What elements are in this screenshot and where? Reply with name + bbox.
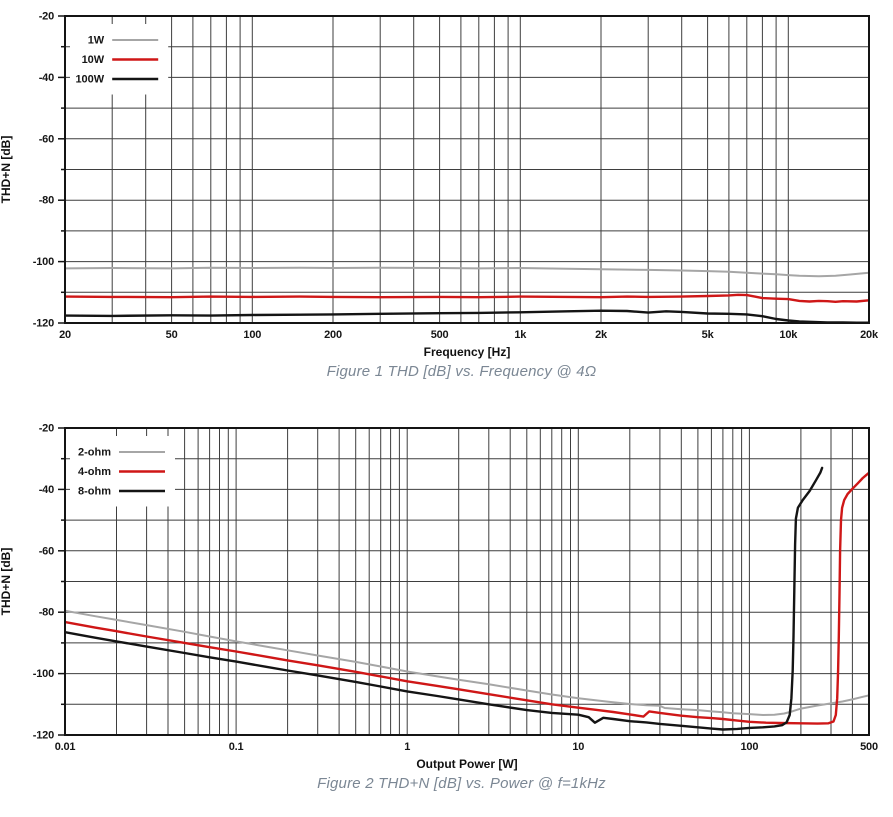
x-tick-label: 50 [166,329,178,341]
x-tick-label: 5k [702,329,715,341]
x-tick-label: 10 [572,741,584,753]
x-tick-label: 500 [860,741,878,753]
legend: 1W 10W 100W [70,24,169,95]
y-axis-title: THD+N [dB] [0,136,13,204]
figure-2: -20 -40 -60 -80 -100 -120 0.01 0.1 1 10 100 500 THD+… [0,412,893,794]
y-tick-label: -120 [33,318,54,330]
y-tick-labels: -20 -40 -60 -80 -100 -120 [33,423,54,742]
series-line-1W [65,266,869,278]
y-tick-label: -80 [39,195,54,207]
y-tick-label: -100 [33,668,54,680]
page: -20 -40 -60 -80 -100 -120 20 50 100 200 500 1k 2k 5k 1… [0,0,893,794]
y-tick-label: -20 [39,11,54,23]
y-ticks [58,427,64,736]
series-line-8-ohm [65,466,824,731]
plot-frame [64,427,870,736]
plot-frame [64,15,870,324]
series-line-100W [65,309,869,323]
x-tick-label: 20 [59,329,71,341]
y-tick-labels: -20 -40 -60 -80 -100 -120 [33,11,54,330]
legend-label-100W: 100W [75,74,104,86]
x-tick-labels: 20 50 100 200 500 1k 2k 5k 10k 20k [59,329,879,341]
x-tick-labels: 0.01 0.1 1 10 100 500 [55,741,878,753]
figure-1-caption: Figure 1 THD [dB] vs. Frequency @ 4Ω [326,363,597,380]
y-tick-label: -20 [39,423,54,435]
y-tick-label: -40 [39,484,54,496]
y-tick-label: -80 [39,607,54,619]
legend-label-2-ohm: 2-ohm [78,447,111,459]
x-tick-label: 1 [404,741,410,753]
x-axis-title: Frequency [Hz] [424,345,511,359]
x-tick-label: 100 [741,741,759,753]
series-line-2-ohm [65,609,869,716]
figure-1: -20 -40 -60 -80 -100 -120 20 50 100 200 500 1k 2k 5k 1… [0,0,893,382]
thd-vs-frequency-chart: -20 -40 -60 -80 -100 -120 20 50 100 200 500 1k 2k 5k 1… [0,11,879,360]
x-tick-label: 2k [595,329,608,341]
x-tick-label: 1k [514,329,527,341]
y-tick-label: -120 [33,730,54,742]
series-group [65,266,869,323]
y-tick-label: -100 [33,256,54,268]
grid [65,16,869,323]
y-tick-label: -60 [39,545,54,557]
y-axis-title: THD+N [dB] [0,548,13,616]
x-tick-label: 200 [324,329,342,341]
series-group [65,466,869,731]
y-tick-label: -40 [39,72,54,84]
series-line-10W [65,293,869,303]
grid [65,428,869,735]
legend-label-8-ohm: 8-ohm [78,486,111,498]
x-tick-label: 500 [431,329,449,341]
figure-2-caption: Figure 2 THD+N [dB] vs. Power @ f=1kHz [317,775,606,792]
y-ticks [58,15,64,324]
x-tick-label: 0.1 [229,741,244,753]
y-tick-label: -60 [39,133,54,145]
legend: 2-ohm 4-ohm 8-ohm [70,436,175,507]
x-tick-label: 10k [779,329,798,341]
legend-label-4-ohm: 4-ohm [78,466,111,478]
x-axis-title: Output Power [W] [416,757,517,771]
x-tick-label: 0.01 [55,741,76,753]
legend-label-10W: 10W [82,54,105,66]
x-tick-label: 20k [860,329,879,341]
legend-label-1W: 1W [88,35,105,47]
series-line-4-ohm [65,471,869,725]
x-tick-label: 100 [243,329,261,341]
